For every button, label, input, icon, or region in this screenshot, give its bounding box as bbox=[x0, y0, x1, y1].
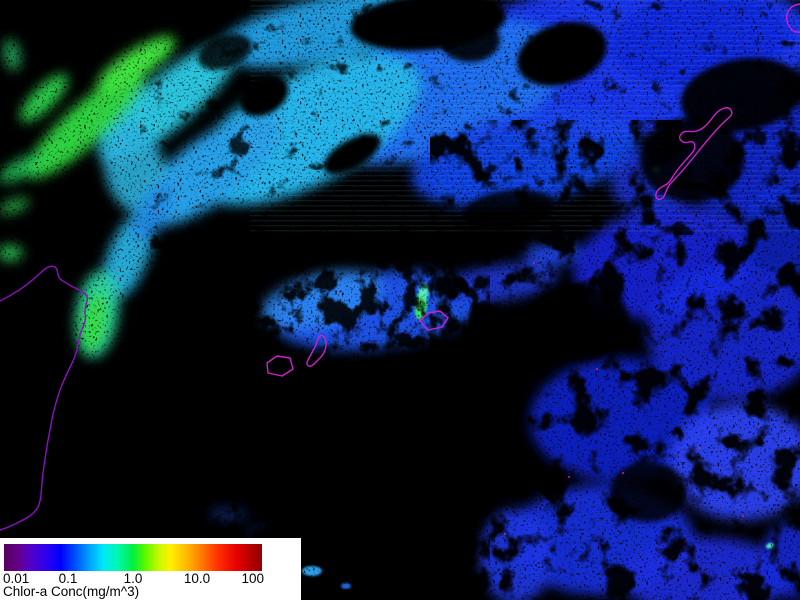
island-outline-small-2 bbox=[306, 334, 327, 367]
colorbar-tick-label: 100 bbox=[241, 571, 264, 586]
colorbar-tick-label: 0.01 bbox=[3, 571, 30, 586]
colorbar-tick-label: 10.0 bbox=[183, 571, 211, 586]
island-outline-large bbox=[655, 107, 733, 201]
colorbar-tick-label: 0.1 bbox=[58, 571, 78, 586]
coastline-and-islands bbox=[0, 3, 800, 535]
coastline-path bbox=[0, 265, 89, 531]
island-outline-corner-arc bbox=[785, 3, 800, 33]
colorbar-title: Chlor-a Conc(mg/m^3) bbox=[3, 584, 140, 599]
island-outline-small-3 bbox=[419, 310, 449, 331]
colorbar-tick-labels: 0.01 0.1 1.0 10.0 100 bbox=[0, 571, 301, 586]
colorbar: 0.01 0.1 1.0 10.0 100 Chlor-a Conc(mg/m^… bbox=[0, 538, 301, 600]
island-outline-small-1 bbox=[266, 355, 294, 377]
colorbar-tick-label: 1.0 bbox=[123, 571, 143, 586]
noise-specks bbox=[504, 262, 744, 535]
colorbar-gradient bbox=[4, 544, 262, 571]
